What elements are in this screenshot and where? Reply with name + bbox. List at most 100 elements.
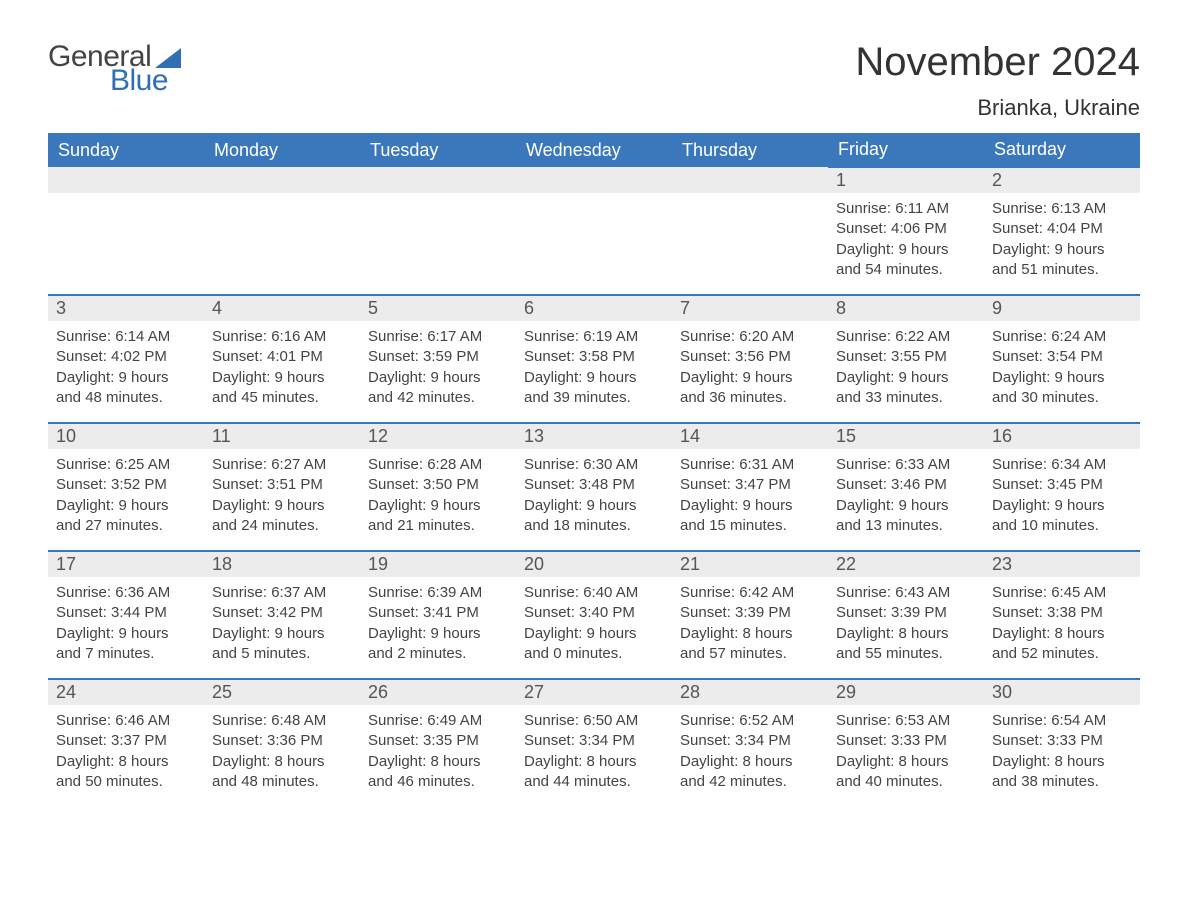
title-block: November 2024 Brianka, Ukraine — [855, 40, 1140, 121]
sunrise-line: Sunrise: 6:16 AM — [212, 327, 352, 347]
day-details: Sunrise: 6:37 AMSunset: 3:42 PMDaylight:… — [204, 577, 360, 670]
sunset-line: Sunset: 3:51 PM — [212, 475, 352, 495]
day-details: Sunrise: 6:33 AMSunset: 3:46 PMDaylight:… — [828, 449, 984, 542]
daylight-line: Daylight: 9 hours and 0 minutes. — [524, 624, 664, 665]
sunrise-line: Sunrise: 6:42 AM — [680, 583, 820, 603]
sunset-line: Sunset: 4:02 PM — [56, 347, 196, 367]
day-cell: 3Sunrise: 6:14 AMSunset: 4:02 PMDaylight… — [48, 295, 204, 423]
sunset-line: Sunset: 3:45 PM — [992, 475, 1132, 495]
day-cell: 2Sunrise: 6:13 AMSunset: 4:04 PMDaylight… — [984, 167, 1140, 295]
sunrise-line: Sunrise: 6:28 AM — [368, 455, 508, 475]
day-number: 17 — [48, 552, 204, 577]
day-details: Sunrise: 6:39 AMSunset: 3:41 PMDaylight:… — [360, 577, 516, 670]
day-number: 15 — [828, 424, 984, 449]
daylight-line: Daylight: 9 hours and 7 minutes. — [56, 624, 196, 665]
sunset-line: Sunset: 3:46 PM — [836, 475, 976, 495]
sunrise-line: Sunrise: 6:54 AM — [992, 711, 1132, 731]
sunrise-line: Sunrise: 6:52 AM — [680, 711, 820, 731]
daylight-line: Daylight: 9 hours and 10 minutes. — [992, 496, 1132, 537]
sunset-line: Sunset: 3:36 PM — [212, 731, 352, 751]
empty-day-cell — [516, 167, 672, 295]
day-details: Sunrise: 6:42 AMSunset: 3:39 PMDaylight:… — [672, 577, 828, 670]
sunset-line: Sunset: 3:44 PM — [56, 603, 196, 623]
calendar-header-row: SundayMondayTuesdayWednesdayThursdayFrid… — [48, 133, 1140, 167]
sunset-line: Sunset: 3:52 PM — [56, 475, 196, 495]
sunset-line: Sunset: 3:38 PM — [992, 603, 1132, 623]
sunset-line: Sunset: 4:06 PM — [836, 219, 976, 239]
day-number: 29 — [828, 680, 984, 705]
daylight-line: Daylight: 9 hours and 39 minutes. — [524, 368, 664, 409]
day-details: Sunrise: 6:54 AMSunset: 3:33 PMDaylight:… — [984, 705, 1140, 798]
day-cell: 12Sunrise: 6:28 AMSunset: 3:50 PMDayligh… — [360, 423, 516, 551]
day-number: 26 — [360, 680, 516, 705]
day-number: 25 — [204, 680, 360, 705]
calendar-week-row: 17Sunrise: 6:36 AMSunset: 3:44 PMDayligh… — [48, 551, 1140, 679]
empty-day-bar — [672, 167, 828, 193]
sunrise-line: Sunrise: 6:50 AM — [524, 711, 664, 731]
daylight-line: Daylight: 9 hours and 42 minutes. — [368, 368, 508, 409]
sunset-line: Sunset: 3:39 PM — [836, 603, 976, 623]
month-title: November 2024 — [855, 40, 1140, 85]
day-cell: 21Sunrise: 6:42 AMSunset: 3:39 PMDayligh… — [672, 551, 828, 679]
sunset-line: Sunset: 3:42 PM — [212, 603, 352, 623]
sunrise-line: Sunrise: 6:49 AM — [368, 711, 508, 731]
sunrise-line: Sunrise: 6:34 AM — [992, 455, 1132, 475]
sunrise-line: Sunrise: 6:39 AM — [368, 583, 508, 603]
day-details: Sunrise: 6:34 AMSunset: 3:45 PMDaylight:… — [984, 449, 1140, 542]
location-subtitle: Brianka, Ukraine — [855, 95, 1140, 121]
day-number: 12 — [360, 424, 516, 449]
day-number: 9 — [984, 296, 1140, 321]
weekday-header: Wednesday — [516, 133, 672, 167]
daylight-line: Daylight: 8 hours and 52 minutes. — [992, 624, 1132, 665]
day-cell: 1Sunrise: 6:11 AMSunset: 4:06 PMDaylight… — [828, 167, 984, 295]
sunset-line: Sunset: 3:59 PM — [368, 347, 508, 367]
day-details: Sunrise: 6:19 AMSunset: 3:58 PMDaylight:… — [516, 321, 672, 414]
day-details: Sunrise: 6:13 AMSunset: 4:04 PMDaylight:… — [984, 193, 1140, 286]
day-cell: 26Sunrise: 6:49 AMSunset: 3:35 PMDayligh… — [360, 679, 516, 807]
sunrise-line: Sunrise: 6:37 AM — [212, 583, 352, 603]
day-details: Sunrise: 6:45 AMSunset: 3:38 PMDaylight:… — [984, 577, 1140, 670]
day-cell: 6Sunrise: 6:19 AMSunset: 3:58 PMDaylight… — [516, 295, 672, 423]
sunset-line: Sunset: 3:34 PM — [524, 731, 664, 751]
day-number: 2 — [984, 168, 1140, 193]
day-details: Sunrise: 6:22 AMSunset: 3:55 PMDaylight:… — [828, 321, 984, 414]
day-number: 5 — [360, 296, 516, 321]
sunrise-line: Sunrise: 6:13 AM — [992, 199, 1132, 219]
daylight-line: Daylight: 9 hours and 36 minutes. — [680, 368, 820, 409]
day-details: Sunrise: 6:16 AMSunset: 4:01 PMDaylight:… — [204, 321, 360, 414]
day-cell: 30Sunrise: 6:54 AMSunset: 3:33 PMDayligh… — [984, 679, 1140, 807]
daylight-line: Daylight: 9 hours and 18 minutes. — [524, 496, 664, 537]
daylight-line: Daylight: 9 hours and 5 minutes. — [212, 624, 352, 665]
sunset-line: Sunset: 3:35 PM — [368, 731, 508, 751]
empty-day-bar — [48, 167, 204, 193]
daylight-line: Daylight: 9 hours and 45 minutes. — [212, 368, 352, 409]
daylight-line: Daylight: 9 hours and 13 minutes. — [836, 496, 976, 537]
sunrise-line: Sunrise: 6:43 AM — [836, 583, 976, 603]
day-cell: 23Sunrise: 6:45 AMSunset: 3:38 PMDayligh… — [984, 551, 1140, 679]
empty-day-cell — [204, 167, 360, 295]
day-number: 20 — [516, 552, 672, 577]
day-number: 4 — [204, 296, 360, 321]
day-number: 28 — [672, 680, 828, 705]
sunrise-line: Sunrise: 6:40 AM — [524, 583, 664, 603]
daylight-line: Daylight: 9 hours and 24 minutes. — [212, 496, 352, 537]
daylight-line: Daylight: 8 hours and 55 minutes. — [836, 624, 976, 665]
weekday-header: Saturday — [984, 133, 1140, 167]
day-cell: 4Sunrise: 6:16 AMSunset: 4:01 PMDaylight… — [204, 295, 360, 423]
day-cell: 7Sunrise: 6:20 AMSunset: 3:56 PMDaylight… — [672, 295, 828, 423]
sunrise-line: Sunrise: 6:19 AM — [524, 327, 664, 347]
calendar-week-row: 3Sunrise: 6:14 AMSunset: 4:02 PMDaylight… — [48, 295, 1140, 423]
daylight-line: Daylight: 9 hours and 21 minutes. — [368, 496, 508, 537]
empty-day-bar — [204, 167, 360, 193]
day-details: Sunrise: 6:50 AMSunset: 3:34 PMDaylight:… — [516, 705, 672, 798]
sunset-line: Sunset: 4:01 PM — [212, 347, 352, 367]
day-number: 1 — [828, 168, 984, 193]
day-cell: 13Sunrise: 6:30 AMSunset: 3:48 PMDayligh… — [516, 423, 672, 551]
day-cell: 18Sunrise: 6:37 AMSunset: 3:42 PMDayligh… — [204, 551, 360, 679]
day-number: 3 — [48, 296, 204, 321]
day-details: Sunrise: 6:52 AMSunset: 3:34 PMDaylight:… — [672, 705, 828, 798]
day-cell: 20Sunrise: 6:40 AMSunset: 3:40 PMDayligh… — [516, 551, 672, 679]
sunrise-line: Sunrise: 6:30 AM — [524, 455, 664, 475]
day-cell: 5Sunrise: 6:17 AMSunset: 3:59 PMDaylight… — [360, 295, 516, 423]
day-number: 14 — [672, 424, 828, 449]
